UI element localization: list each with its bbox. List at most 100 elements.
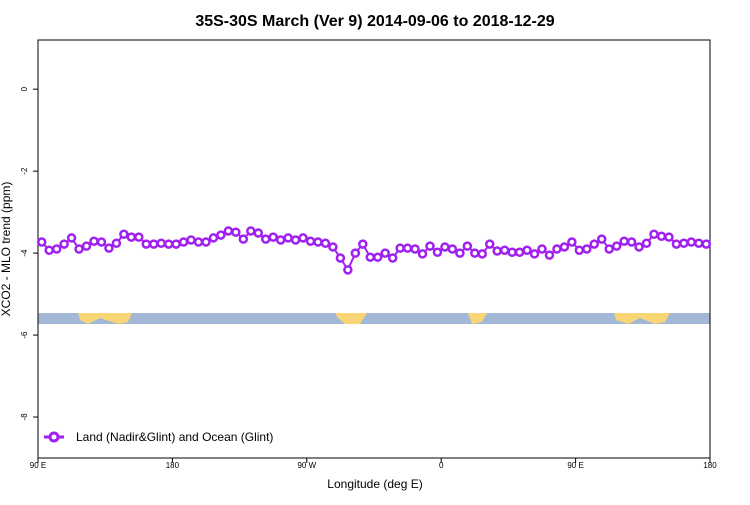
data-point [410, 244, 420, 254]
chart-title: 35S-30S March (Ver 9) 2014-09-06 to 2018… [195, 13, 554, 30]
legend-marker [48, 431, 60, 443]
data-point [96, 237, 107, 247]
data-point [626, 237, 637, 247]
data-point [470, 248, 480, 258]
data-point [141, 239, 152, 249]
data-point [186, 235, 196, 245]
data-point [298, 233, 308, 243]
data-point [679, 238, 689, 249]
ocean-band [38, 313, 710, 324]
data-point [51, 244, 62, 254]
data-point [320, 238, 331, 249]
x-tick-label: 90 W [297, 461, 316, 470]
data-point [671, 239, 682, 249]
data-point [223, 226, 234, 236]
data-point [537, 244, 547, 254]
data-point [567, 237, 577, 247]
data-point [335, 253, 346, 263]
data-point [395, 243, 405, 253]
data-point [201, 237, 211, 247]
y-axis-label: XCO2 - MLO trend (ppm) [0, 182, 13, 317]
data-point [81, 241, 92, 251]
y-tick-label: -6 [20, 331, 29, 339]
data-point [305, 236, 316, 246]
data-point [350, 248, 361, 258]
data-point [656, 231, 667, 242]
data-point [596, 234, 607, 244]
data-point [328, 242, 338, 252]
data-point [387, 253, 398, 263]
data-point [455, 248, 465, 258]
x-tick-label: 90 E [30, 461, 46, 470]
land-patch [335, 313, 367, 324]
land-patch [614, 313, 670, 324]
data-point [694, 238, 704, 249]
data-point [66, 233, 77, 243]
x-tick-label: 90 E [567, 461, 583, 470]
data-point [119, 229, 129, 239]
data-point [417, 249, 428, 259]
data-point [649, 229, 659, 239]
data-point [425, 241, 435, 251]
data-point [604, 244, 614, 254]
data-point [492, 246, 502, 256]
data-point [178, 237, 189, 247]
data-point [260, 234, 271, 244]
data-point [440, 242, 450, 252]
data-point [290, 235, 301, 245]
data-point [462, 241, 473, 251]
data-point [36, 237, 47, 247]
data-point [447, 244, 458, 254]
data-point [313, 237, 323, 247]
data-point [477, 249, 488, 259]
data-point [432, 247, 443, 258]
x-tick-label: 180 [703, 461, 717, 470]
data-point [507, 247, 517, 258]
data-point [559, 242, 570, 252]
y-tick-label: -4 [20, 249, 29, 257]
data-point [163, 239, 174, 249]
plot-frame [37, 39, 711, 459]
data-point [74, 244, 84, 254]
x-tick-label: 0 [439, 461, 444, 470]
data-point [246, 226, 256, 236]
data-point [552, 244, 562, 254]
y-tick-label: 0 [20, 86, 29, 91]
data-point [529, 249, 540, 259]
data-point [544, 250, 555, 260]
data-point [216, 230, 226, 240]
data-point [686, 237, 697, 247]
data-point [619, 236, 629, 246]
data-point [402, 243, 413, 253]
data-point [89, 236, 99, 246]
data-point [701, 239, 712, 249]
data-point [380, 248, 390, 258]
data-point [253, 228, 264, 238]
data-point [104, 243, 114, 253]
data-point [148, 239, 159, 249]
data-point [641, 238, 652, 249]
data-point [283, 233, 293, 243]
data-point [59, 239, 69, 249]
data-point [238, 234, 249, 244]
data-point [134, 232, 144, 242]
data-point [484, 239, 495, 249]
data-point [589, 239, 600, 249]
data-point [156, 238, 166, 249]
data-point [611, 241, 622, 251]
data-point [372, 252, 383, 262]
map-strip [38, 313, 710, 324]
data-point [574, 245, 585, 255]
data-point [499, 245, 510, 255]
data-point [514, 247, 525, 258]
data-point [208, 233, 219, 243]
x-tick-label: 180 [166, 461, 180, 470]
legend-label: Land (Nadir&Glint) and Ocean (Glint) [76, 430, 273, 444]
data-point [275, 235, 286, 245]
data-point [268, 232, 278, 242]
data-point [171, 239, 181, 249]
data-point [664, 232, 674, 242]
data-point [126, 232, 137, 242]
y-tick-label: -8 [20, 413, 29, 421]
